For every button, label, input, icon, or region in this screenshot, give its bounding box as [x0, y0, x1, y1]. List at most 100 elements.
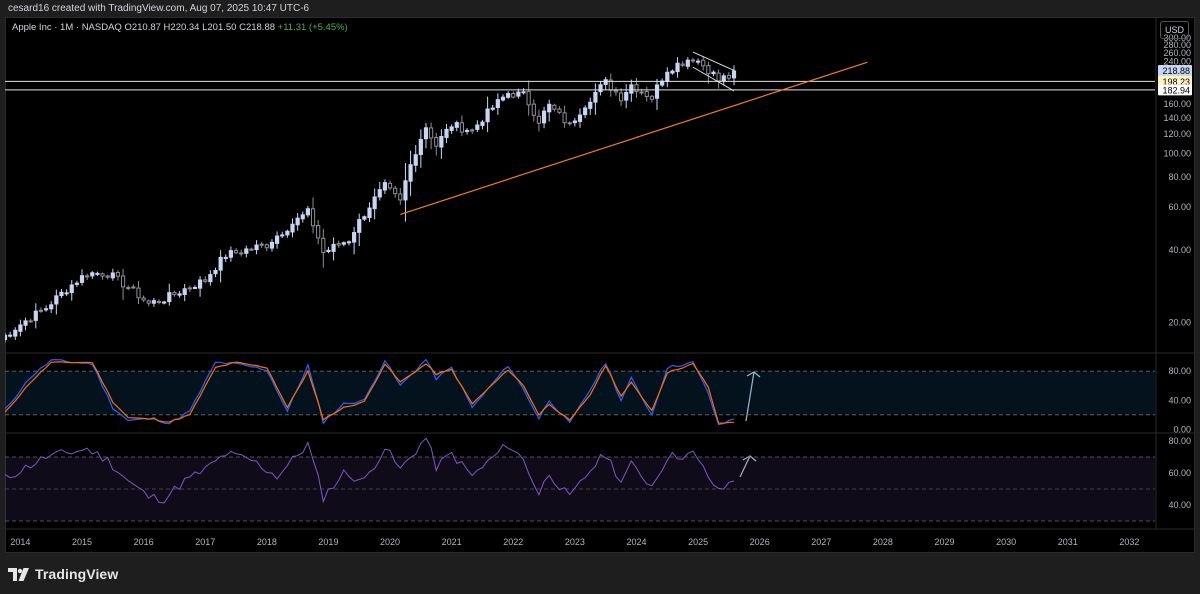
candle-body — [362, 216, 367, 220]
candle — [326, 246, 331, 254]
candle-body — [649, 95, 654, 100]
candle — [177, 290, 182, 298]
time-tick-label: 2015 — [72, 537, 92, 547]
candle-body — [254, 244, 259, 251]
candle — [613, 87, 619, 96]
candle-body — [557, 108, 562, 113]
candle-body — [316, 224, 321, 239]
candle — [393, 185, 398, 198]
candle — [131, 284, 136, 289]
stoch-up-arrow — [745, 371, 761, 422]
tradingview-logo[interactable]: TradingView — [8, 566, 118, 582]
candle — [5, 332, 8, 343]
high-value: H220.34 — [163, 22, 200, 33]
candle — [552, 103, 557, 112]
candle — [485, 96, 490, 133]
candle-body — [341, 242, 346, 245]
candle — [23, 317, 28, 331]
candle-body — [321, 237, 326, 253]
candle — [290, 218, 295, 238]
candle-body — [423, 127, 429, 140]
candle — [208, 270, 213, 286]
candle — [69, 279, 74, 301]
candle — [572, 118, 577, 127]
candle — [480, 119, 485, 130]
candle — [305, 206, 310, 218]
candle — [362, 215, 367, 222]
candle — [244, 245, 249, 258]
candle-body — [126, 287, 131, 290]
candle — [726, 72, 731, 81]
candle-body — [500, 96, 506, 101]
candle-body — [690, 59, 696, 62]
close-value: C218.88 — [239, 22, 276, 33]
candle-body — [336, 243, 341, 246]
candle — [249, 247, 254, 251]
candle-body — [695, 60, 701, 63]
candle — [85, 273, 90, 281]
candle-body — [280, 234, 285, 237]
candle-body — [377, 189, 382, 198]
candle — [608, 73, 613, 97]
candle — [33, 303, 38, 329]
candle — [126, 285, 131, 291]
candle — [387, 180, 393, 191]
price-tick-label: 80.00 — [1168, 172, 1191, 182]
candle-body — [613, 90, 619, 93]
candle-body — [54, 295, 59, 305]
candle-body — [367, 207, 372, 219]
candle — [54, 289, 59, 315]
candle-body — [59, 291, 64, 297]
candle — [695, 58, 701, 65]
candle — [603, 76, 608, 90]
candle — [79, 269, 85, 286]
candle-body — [475, 124, 480, 130]
candle — [541, 106, 547, 129]
candle — [49, 301, 54, 314]
candle — [64, 289, 69, 296]
candle-body — [8, 334, 13, 337]
candle-body — [583, 107, 588, 116]
candle — [618, 88, 624, 107]
candle — [316, 219, 321, 245]
candle-body — [285, 230, 290, 236]
candle — [167, 283, 172, 306]
candle — [511, 91, 516, 99]
candle — [654, 78, 660, 110]
candle-body — [233, 250, 239, 254]
tradingview-logo-icon — [8, 567, 29, 581]
candle — [90, 271, 95, 279]
candle — [593, 83, 598, 115]
candle — [352, 226, 357, 255]
candle-body — [218, 256, 223, 271]
candle-body — [156, 300, 162, 304]
chart-canvas[interactable]: 300.00280.00260.00240.00220.00200.00180.… — [5, 17, 1195, 553]
candle-body — [23, 320, 28, 326]
candle — [526, 80, 531, 116]
candle — [408, 150, 413, 196]
chart-frame[interactable] — [5, 17, 1195, 553]
currency-button[interactable]: USD — [1160, 21, 1189, 39]
candle-body — [13, 329, 18, 337]
candle — [506, 91, 511, 100]
candle — [38, 307, 44, 313]
price-label-box — [1158, 75, 1192, 87]
candle-body — [43, 308, 49, 311]
candle-body — [434, 137, 439, 147]
candle — [429, 122, 434, 150]
rsi-tick-label: 60.00 — [1168, 468, 1191, 478]
time-tick-label: 2029 — [934, 537, 954, 547]
candle-body — [131, 286, 136, 289]
candle — [629, 79, 634, 102]
candle — [269, 239, 275, 252]
candle-body — [305, 208, 310, 216]
candle — [670, 69, 675, 75]
candle-body — [120, 275, 126, 288]
candle — [13, 327, 18, 340]
candle — [418, 129, 423, 168]
candle-body — [495, 99, 500, 109]
candle-body — [536, 115, 542, 124]
attribution-text: cesard16 created with TradingView.com, A… — [8, 3, 310, 14]
candle-body — [331, 243, 336, 252]
candle-body — [572, 120, 577, 124]
